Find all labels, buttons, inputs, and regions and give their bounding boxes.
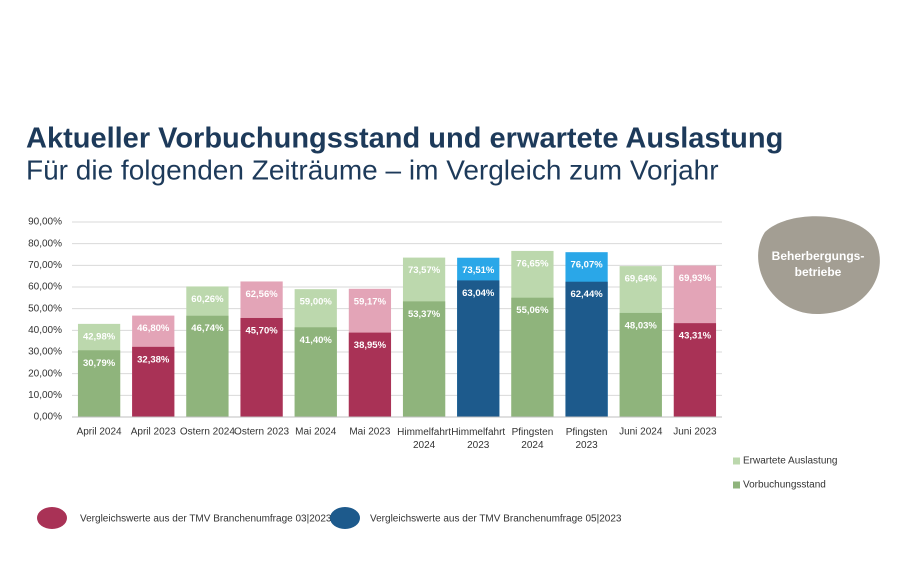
value-label: 69,93%: [679, 273, 712, 284]
value-label: 59,17%: [354, 296, 387, 307]
value-label: 69,64%: [625, 274, 658, 285]
value-label: 30,79%: [83, 358, 116, 369]
note-text: Vergleichswerte aus der TMV Branchenumfr…: [370, 514, 622, 525]
y-tick-label: 20,00%: [28, 368, 62, 379]
value-label: 63,04%: [462, 288, 495, 299]
bar: [511, 297, 554, 417]
y-tick-label: 80,00%: [28, 238, 62, 249]
x-tick-label: Mai 2023: [349, 427, 391, 438]
bar: [673, 323, 717, 417]
value-label: 62,44%: [570, 289, 603, 300]
y-tick-label: 10,00%: [28, 390, 62, 401]
bar: [294, 327, 337, 417]
bar: [348, 332, 392, 417]
chart-title: Aktueller Vorbuchungsstand und erwartete…: [26, 123, 783, 155]
bar: [457, 280, 500, 417]
y-tick-label: 50,00%: [28, 303, 62, 314]
bar: [132, 346, 175, 417]
x-tick-label: Mai 2024: [295, 427, 337, 438]
note-blob: [330, 507, 360, 529]
x-tick-label: Himmelfahrt 2024: [397, 427, 451, 451]
y-tick-label: 30,00%: [28, 347, 62, 358]
x-tick-label: Juni 2024: [619, 427, 663, 438]
value-label: 41,40%: [300, 335, 333, 346]
bar: [565, 281, 608, 417]
y-tick-label: 90,00%: [28, 217, 62, 228]
value-label: 45,70%: [245, 325, 278, 336]
value-label: 60,26%: [191, 294, 224, 305]
legend-label: Erwartete Auslastung: [743, 456, 838, 467]
chart-subtitle: Für die folgenden Zeiträume – im Verglei…: [26, 154, 719, 185]
value-label: 53,37%: [408, 309, 441, 320]
y-tick-label: 40,00%: [28, 325, 62, 336]
bar: [402, 301, 446, 417]
bar: [77, 350, 121, 417]
y-tick-label: 0,00%: [34, 412, 62, 423]
bar: [240, 317, 283, 417]
x-tick-label: April 2023: [131, 427, 176, 438]
note-text: Vergleichswerte aus der TMV Branchenumfr…: [80, 514, 332, 525]
x-tick-label: Ostern 2024: [180, 427, 235, 438]
value-label: 73,57%: [408, 265, 441, 276]
value-label: 59,00%: [300, 297, 333, 308]
value-label: 76,65%: [516, 258, 549, 269]
value-label: 38,95%: [354, 340, 387, 351]
bar: [186, 315, 229, 417]
x-tick-label: Pfingsten 2024: [512, 427, 554, 451]
legend-swatch: [733, 481, 740, 489]
value-label: 48,03%: [625, 320, 658, 331]
x-tick-label: Himmelfahrt 2023: [451, 427, 505, 451]
legend-label: Vorbuchungsstand: [743, 480, 826, 491]
y-tick-label: 70,00%: [28, 260, 62, 271]
value-label: 55,06%: [516, 305, 549, 316]
y-tick-label: 60,00%: [28, 282, 62, 293]
value-label: 43,31%: [679, 331, 712, 342]
legend-swatch: [733, 457, 740, 465]
value-label: 62,56%: [245, 289, 278, 300]
value-label: 73,51%: [462, 265, 495, 276]
x-tick-label: April 2024: [77, 427, 122, 438]
value-label: 32,38%: [137, 354, 170, 365]
badge-label: Beherbergungs-betriebe: [772, 249, 865, 279]
x-tick-label: Juni 2023: [673, 427, 717, 438]
bar: [619, 312, 662, 417]
x-tick-label: Pfingsten 2023: [566, 427, 608, 451]
x-tick-label: Ostern 2023: [234, 427, 289, 438]
note-blob: [37, 507, 67, 529]
value-label: 46,74%: [191, 323, 224, 334]
badge-shape: [758, 216, 880, 315]
value-label: 42,98%: [83, 331, 116, 342]
value-label: 76,07%: [570, 260, 603, 271]
value-label: 46,80%: [137, 323, 170, 334]
